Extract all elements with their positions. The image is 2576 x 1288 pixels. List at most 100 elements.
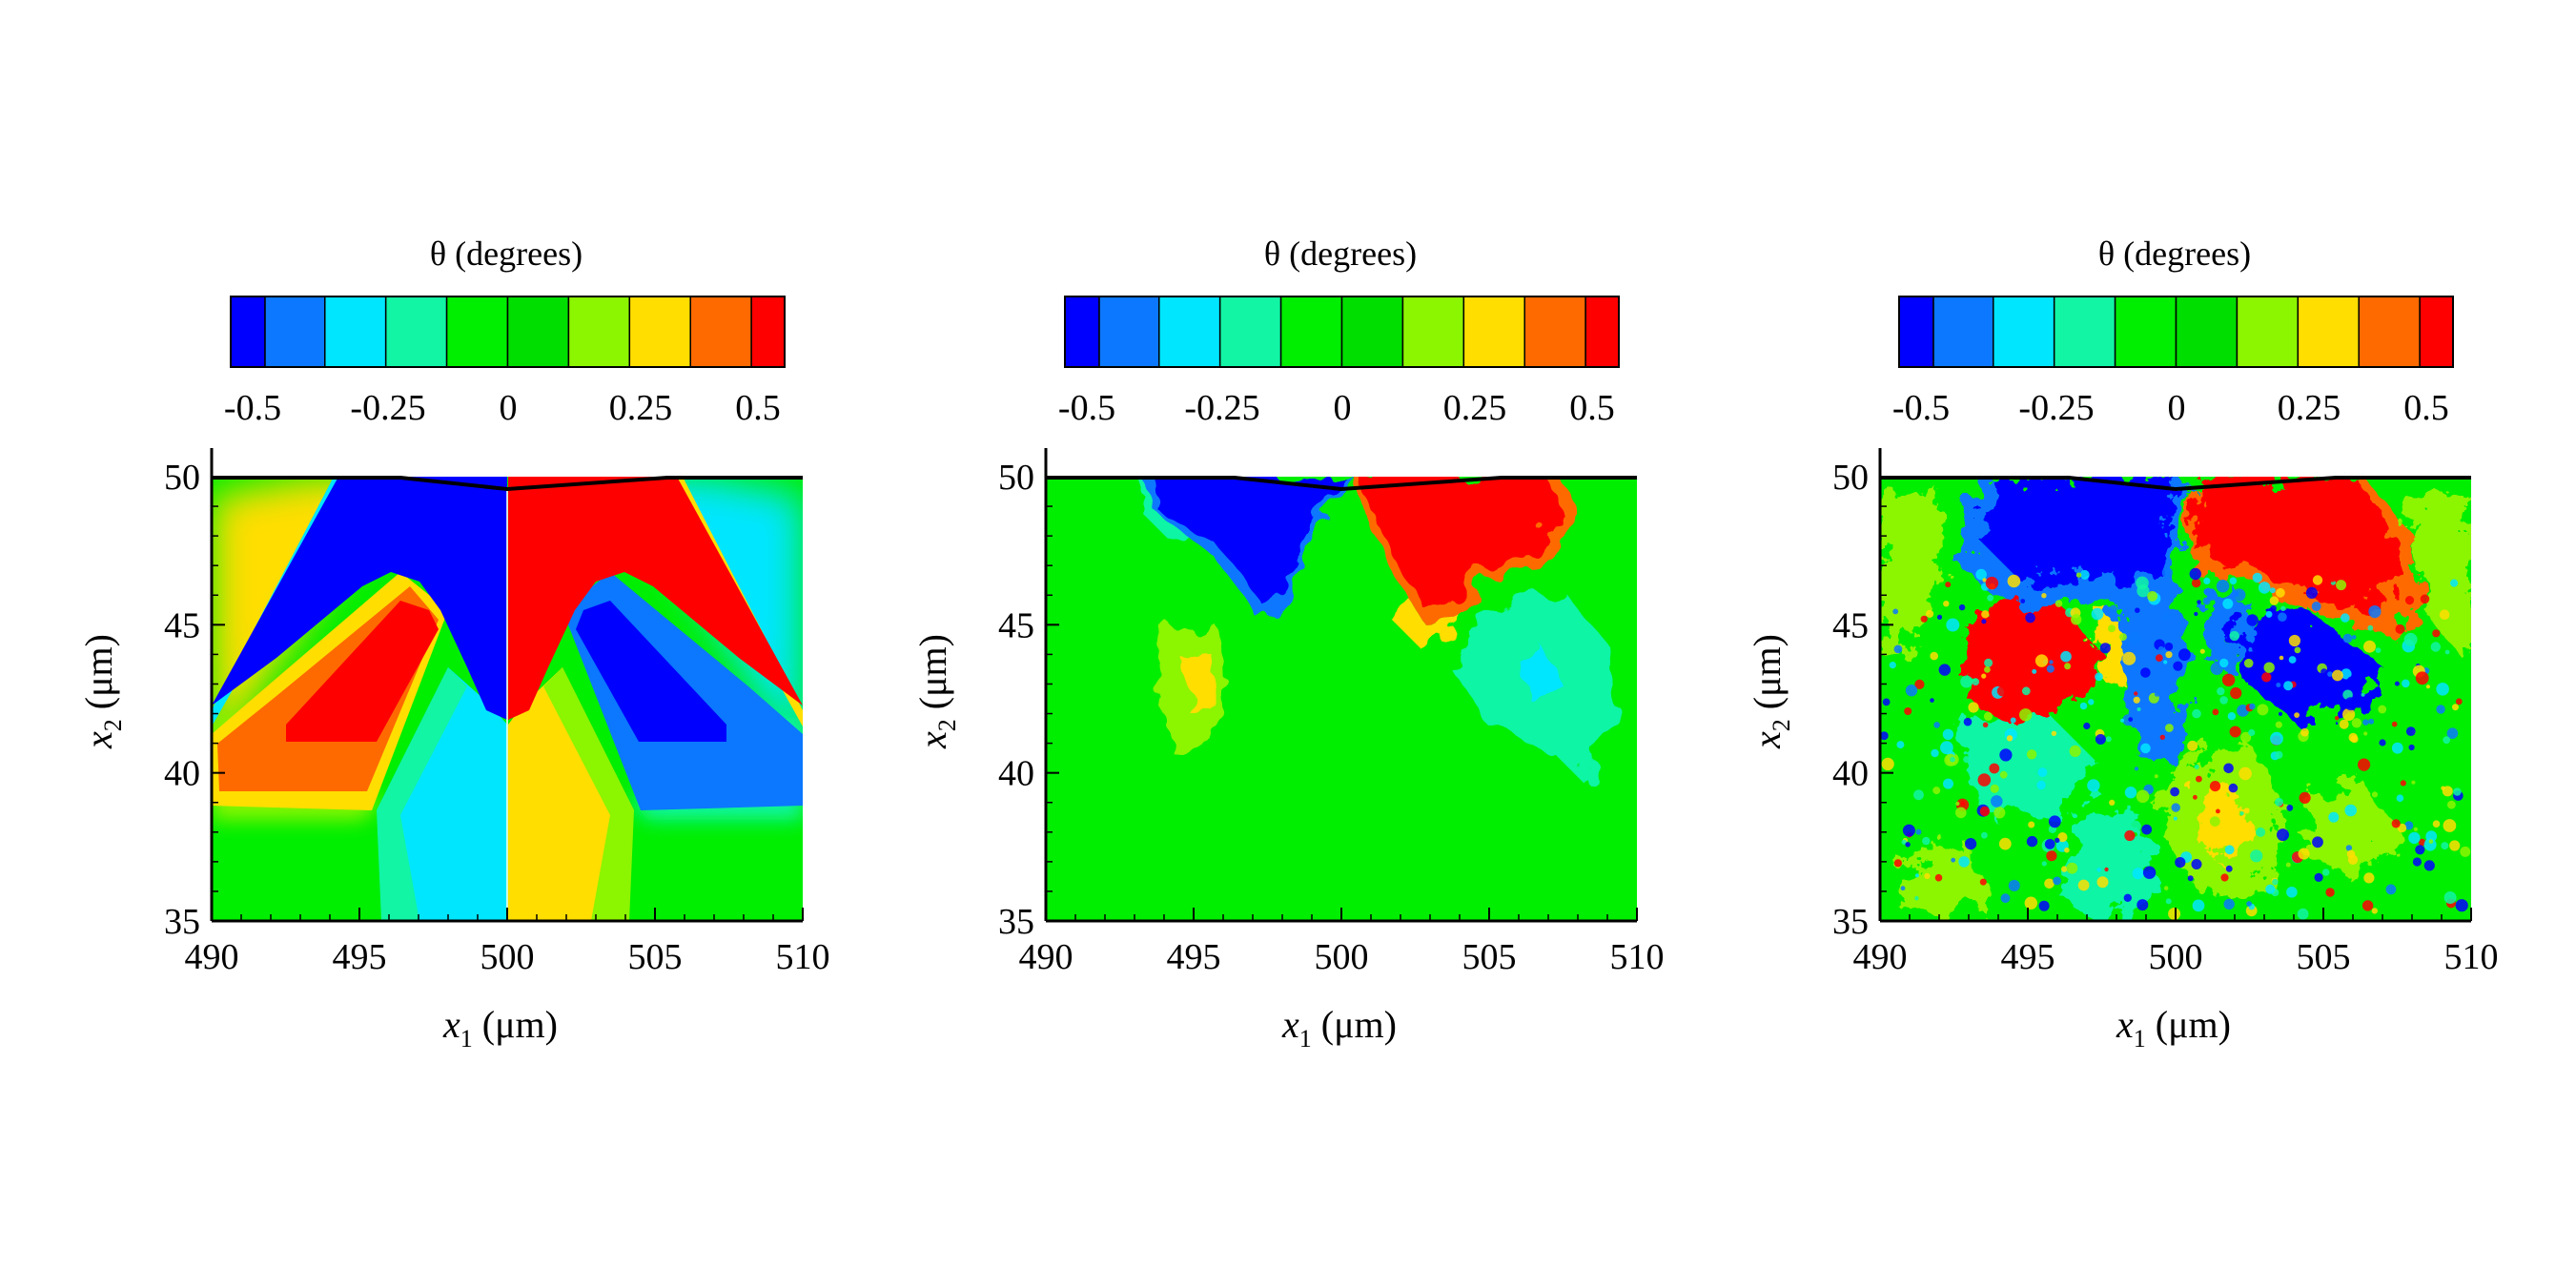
colorbar-cell <box>2358 296 2421 368</box>
colorbar-cell <box>1340 296 1404 368</box>
speckle <box>1972 678 1980 685</box>
speckle <box>1989 763 2000 774</box>
speckle <box>2041 861 2047 867</box>
region-noise-patch <box>2193 782 2250 858</box>
speckle <box>1942 728 1954 740</box>
speckle <box>2439 609 2450 620</box>
region-upper-left-lobe <box>212 477 507 720</box>
speckle <box>2219 696 2228 705</box>
speckle <box>2197 600 2201 604</box>
speckle <box>2405 726 2416 736</box>
speckle <box>2044 839 2055 849</box>
speckle <box>2336 580 2347 591</box>
speckle <box>2191 859 2202 869</box>
speckle <box>2053 876 2062 886</box>
speckle-noise <box>1880 567 2471 920</box>
speckle <box>2240 731 2252 744</box>
speckle <box>2312 836 2323 848</box>
speckle <box>2034 654 2049 667</box>
colorbar-title: θ (degrees) <box>430 235 583 273</box>
x-axis-label: x1 (μm) <box>442 1003 558 1053</box>
contour-plot <box>1880 477 2471 921</box>
speckle <box>1960 801 1966 807</box>
colorbar-cell <box>1064 296 1100 368</box>
region-noise-patch <box>1954 705 2097 820</box>
speckle <box>2298 686 2302 691</box>
speckle <box>2460 846 2471 857</box>
speckle <box>2221 673 2236 686</box>
speckle <box>2057 832 2068 843</box>
speckle <box>2243 658 2254 668</box>
speckle <box>2455 698 2463 705</box>
axes: 490 495 500 505 510 35 40 45 50 <box>1832 448 2499 977</box>
speckle <box>2339 719 2349 729</box>
colorbar-ticks: -0.5 -0.25 0 0.25 0.5 <box>1058 388 1615 428</box>
speckle <box>2413 827 2418 831</box>
speckle <box>2049 660 2054 664</box>
speckle <box>2210 662 2223 675</box>
speckle <box>2265 884 2276 894</box>
speckle <box>2223 763 2234 774</box>
speckle <box>1924 872 1931 880</box>
speckle <box>2170 787 2180 797</box>
speckle <box>1896 741 1905 749</box>
speckle <box>2359 792 2369 804</box>
y-tick-label: 45 <box>164 605 200 645</box>
speckle <box>2095 734 2106 745</box>
speckle <box>1930 698 1934 703</box>
speckle <box>2129 820 2141 833</box>
speckle <box>1936 905 1949 916</box>
speckle <box>1902 824 1915 837</box>
axes: 490 495 500 505 510 35 40 45 50 <box>164 448 830 977</box>
speckle <box>1992 617 2004 629</box>
panel-middle: θ (degrees) -0.5 -0.25 0 0.25 0.5 <box>911 235 1665 1053</box>
speckle <box>2165 898 2172 905</box>
speckle <box>2332 669 2343 682</box>
speckle <box>2095 672 2103 682</box>
speckle <box>2120 718 2125 723</box>
x-tick-label: 505 <box>2297 937 2351 977</box>
speckle <box>2007 574 2021 588</box>
region-column-edge <box>377 667 467 921</box>
speckle <box>1930 651 1938 661</box>
panel-right: θ (degrees) -0.5 -0.25 0 0.25 0.5 <box>1746 235 2499 1053</box>
speckle <box>1943 778 1953 789</box>
speckle <box>1967 849 1973 855</box>
speckle <box>2000 893 2011 904</box>
speckle <box>2415 671 2429 685</box>
speckle <box>1905 685 1918 697</box>
speckle <box>2346 676 2357 686</box>
speckle <box>2345 845 2353 851</box>
speckle <box>2159 734 2165 740</box>
speckle <box>2193 794 2198 800</box>
colorbar-cell <box>2297 296 2360 368</box>
colorbar-frame <box>1898 296 2454 368</box>
colorbar-cell <box>1462 296 1525 368</box>
colorbar-tick-label: 0.5 <box>2403 388 2449 428</box>
speckle <box>2403 632 2418 646</box>
x-axis-label: x1 (μm) <box>1281 1003 1397 1053</box>
speckle <box>2064 847 2070 853</box>
x-tick-label: 510 <box>776 937 830 977</box>
speckle <box>2276 683 2281 687</box>
speckle <box>1987 594 1994 602</box>
speckle <box>2064 663 2072 670</box>
speckle <box>2136 576 2149 590</box>
colorbar-ticks: -0.5 -0.25 0 0.25 0.5 <box>1892 388 2449 428</box>
speckle <box>1940 741 1953 755</box>
speckle <box>2134 691 2138 696</box>
speckle <box>1981 610 1990 619</box>
speckle <box>2394 681 2400 686</box>
speckle <box>2155 654 2163 662</box>
speckle <box>2453 787 2462 796</box>
speckle <box>1999 770 2008 779</box>
speckle <box>2367 624 2374 631</box>
speckle <box>2404 821 2414 830</box>
speckle <box>2025 612 2035 624</box>
y-tick-label: 45 <box>1832 605 1869 645</box>
speckle <box>1981 831 1988 839</box>
colorbar-cell <box>689 296 752 368</box>
speckle <box>1886 581 1898 594</box>
speckle <box>2039 692 2054 705</box>
